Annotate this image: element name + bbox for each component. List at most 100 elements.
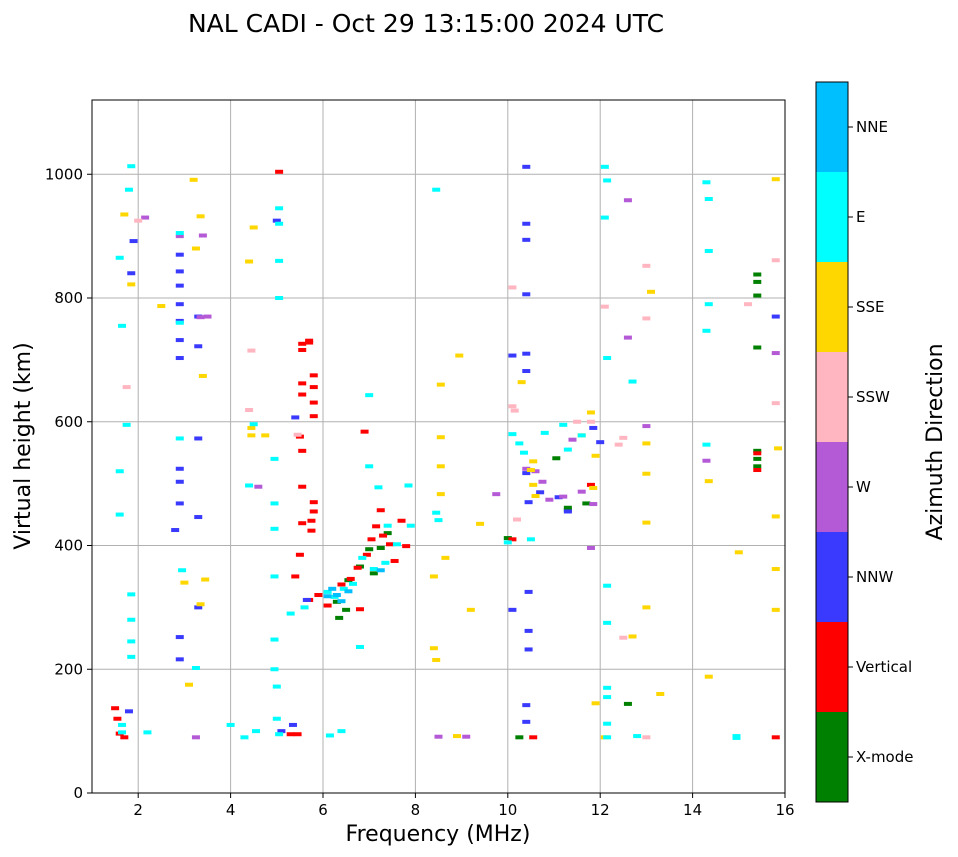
echo-point-sse	[656, 692, 665, 696]
echo-point-vertical	[397, 518, 406, 523]
colorbar-label: E	[856, 208, 865, 226]
echo-point-w	[203, 314, 212, 319]
echo-point-e	[603, 620, 612, 625]
colorbar-label: NNW	[856, 568, 893, 586]
echo-point-sse	[647, 289, 656, 294]
echo-point-e	[337, 729, 346, 734]
echo-point-ssw	[573, 419, 582, 424]
echo-point-sse	[531, 494, 540, 498]
echo-point-sse	[127, 282, 136, 287]
echo-point-nne	[344, 589, 353, 594]
echo-point-ssw	[614, 442, 623, 447]
echo-point-nnw	[129, 239, 138, 244]
colorbar-segment	[816, 532, 848, 622]
colorbar-label: SSE	[856, 298, 885, 316]
echo-point-w	[589, 502, 598, 507]
echo-point-w	[702, 458, 711, 463]
echo-point-e	[503, 540, 512, 545]
echo-point-sse	[771, 514, 780, 519]
echo-point-nnw	[175, 356, 184, 361]
echo-point-e	[434, 518, 443, 523]
echo-point-e	[732, 735, 741, 740]
echo-point-sse	[704, 479, 713, 484]
echo-point-nnw	[596, 440, 605, 445]
echo-point-vertical	[305, 340, 314, 345]
echo-point-w	[586, 545, 595, 550]
echo-point-e	[383, 523, 392, 528]
echo-point-x-mode	[342, 607, 351, 612]
echo-point-e	[355, 644, 364, 649]
echo-point-nnw	[508, 353, 517, 358]
x-tick-label: 6	[318, 801, 328, 819]
echo-point-vertical	[508, 537, 517, 542]
x-tick-label: 4	[226, 801, 236, 819]
echo-point-e	[404, 483, 413, 488]
echo-point-vertical	[298, 347, 307, 352]
colorbar-label: W	[856, 478, 871, 496]
echo-point-vertical	[355, 607, 364, 612]
y-axis-ticks: 0 200 400 600 800 1000	[45, 165, 92, 802]
echo-point-sse	[247, 433, 256, 438]
echo-point-nnw	[175, 269, 184, 274]
echo-point-vertical	[529, 735, 538, 740]
echo-point-vertical	[309, 414, 318, 419]
colorbar-frame	[815, 81, 849, 803]
echo-point-e	[323, 589, 332, 594]
echo-point-vertical	[295, 552, 304, 557]
y-axis-label: Virtual height (km)	[11, 342, 36, 549]
echo-point-ssw	[771, 258, 780, 263]
echo-point-nnw	[522, 703, 531, 708]
echo-point-sse	[429, 646, 438, 651]
x-axis-label: Frequency (MHz)	[346, 822, 531, 847]
echo-point-ssw	[642, 263, 651, 268]
echo-point-x-mode	[335, 615, 344, 620]
echo-point-w	[434, 734, 443, 739]
echo-point-sse	[529, 459, 538, 464]
echo-point-sse	[734, 550, 743, 555]
echo-point-sse	[589, 485, 598, 490]
echo-point-w	[522, 466, 531, 471]
echo-point-sse	[432, 657, 441, 662]
echo-point-w	[198, 233, 207, 238]
x-axis-ticks: 2 4 6 8 10 12 14 16	[133, 793, 795, 819]
echo-point-vertical	[309, 385, 318, 390]
echo-point-e	[252, 729, 261, 734]
echo-point-nnw	[522, 164, 531, 169]
echo-point-e	[633, 734, 642, 739]
echo-point-sse	[591, 453, 600, 458]
x-tick-label: 10	[498, 801, 517, 819]
x-tick-label: 2	[133, 801, 143, 819]
colorbar-label: SSW	[856, 388, 890, 406]
y-tick-label: 1000	[45, 165, 83, 183]
azimuth-colorbar: X-mode Vertical NNW W SSW SSE E NNE	[815, 81, 913, 803]
echo-point-vertical	[402, 544, 411, 549]
echo-point-nnw	[522, 292, 531, 297]
echo-point-sse	[180, 580, 189, 585]
colorbar-label: X-mode	[856, 748, 913, 766]
echo-point-nne	[332, 593, 341, 597]
echo-point-nnw	[272, 218, 281, 223]
echo-point-e	[127, 164, 136, 169]
echo-point-nnw	[175, 302, 184, 307]
y-tick-label: 200	[54, 660, 83, 678]
echo-point-nnw	[522, 221, 531, 226]
echo-point-nnw	[171, 528, 180, 533]
echo-point-x-mode	[503, 536, 512, 541]
echo-point-e	[381, 560, 390, 565]
echo-point-e	[240, 735, 249, 740]
echo-point-nnw	[524, 628, 533, 633]
echo-point-x-mode	[365, 547, 374, 552]
echo-point-vertical	[346, 576, 355, 581]
echo-point-x-mode	[753, 345, 762, 350]
colorbar-segment	[816, 712, 848, 802]
echo-point-e	[603, 735, 612, 740]
echo-point-nne	[323, 594, 332, 599]
echo-point-ssw	[122, 385, 131, 390]
echo-point-sse	[247, 425, 256, 430]
grid-lines	[92, 100, 786, 794]
echo-point-e	[519, 450, 528, 455]
echo-point-w	[623, 335, 632, 340]
echo-point-vertical	[753, 468, 762, 473]
echo-point-ssw	[642, 735, 651, 740]
echo-point-e	[704, 197, 713, 201]
